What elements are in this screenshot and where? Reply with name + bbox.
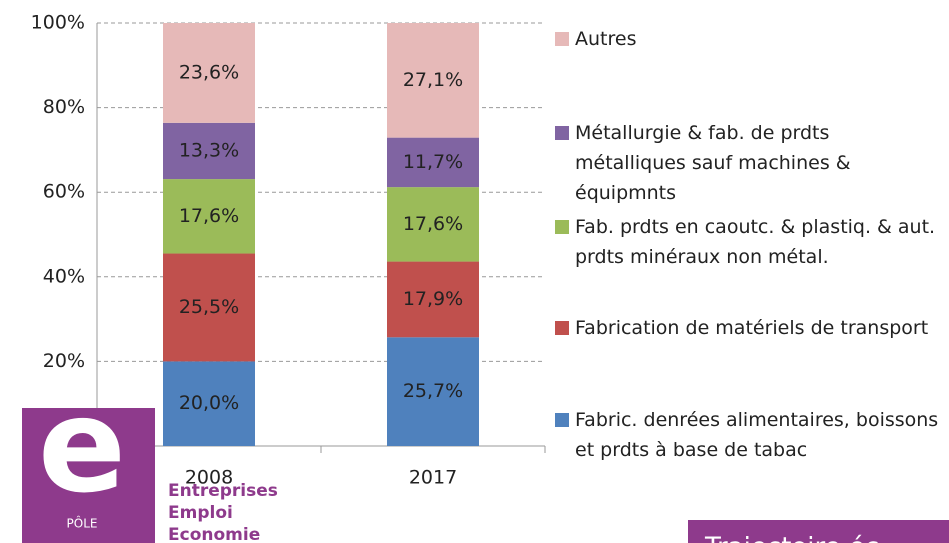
value-label: 23,6%: [179, 61, 239, 83]
legend-swatch: [555, 32, 569, 46]
bar-segment: [163, 179, 255, 254]
x-tick-label: 2017: [409, 467, 457, 489]
legend-item: Autres: [555, 24, 945, 54]
legend-swatch: [555, 220, 569, 234]
logo-line: Economie: [168, 525, 260, 543]
logo-letter: e: [38, 370, 126, 522]
banner: [688, 520, 949, 543]
logo-block: [22, 408, 155, 543]
bar-segment: [387, 261, 479, 338]
bar-segment: [387, 187, 479, 262]
y-tick-label: 80%: [43, 96, 85, 118]
bar-segment: [163, 122, 255, 180]
legend-label: Fabrication de matériels de transport: [575, 317, 929, 339]
bar-segment: [387, 137, 479, 188]
logo-line: Entreprises: [168, 481, 278, 501]
y-tick-label: 20%: [43, 350, 85, 372]
legend-swatch: [555, 321, 569, 335]
legend-label: Fabric. denrées alimentaires, boissons e…: [575, 409, 939, 461]
value-label: 25,5%: [179, 296, 239, 318]
legend-item: Fabric. denrées alimentaires, boissons e…: [555, 405, 945, 465]
x-tick-label: 2008: [185, 467, 233, 489]
legend-label: Métallurgie & fab. de prdts métalliques …: [575, 122, 851, 204]
legend-item: Fab. prdts en caoutc. & plastiq. & aut. …: [555, 212, 945, 272]
bar-segment: [387, 23, 479, 138]
value-label: 11,7%: [403, 151, 463, 173]
y-tick-label: 60%: [43, 181, 85, 203]
value-label: 13,3%: [179, 139, 239, 161]
value-label: 17,9%: [403, 288, 463, 310]
logo-line: Emploi: [168, 503, 233, 523]
bar-segment: [163, 253, 255, 362]
legend-label: Fab. prdts en caoutc. & plastiq. & aut. …: [575, 216, 936, 268]
bar-segment: [163, 23, 255, 123]
legend-label: Autres: [575, 28, 637, 50]
value-label: 17,6%: [403, 213, 463, 235]
banner-text: Trajectoire éc: [704, 533, 879, 543]
y-tick-label: 100%: [31, 12, 85, 34]
y-tick-label: 40%: [43, 265, 85, 287]
bar-segment: [163, 361, 255, 446]
legend-item: Fabrication de matériels de transport: [555, 313, 945, 343]
value-label: 27,1%: [403, 69, 463, 91]
value-label: 20,0%: [179, 392, 239, 414]
legend-item: Métallurgie & fab. de prdts métalliques …: [555, 118, 945, 208]
logo-tag: PÔLE: [67, 516, 98, 531]
value-label: 25,7%: [403, 380, 463, 402]
bar-segment: [387, 337, 479, 446]
legend-swatch: [555, 413, 569, 427]
value-label: 17,6%: [179, 205, 239, 227]
legend-swatch: [555, 126, 569, 140]
